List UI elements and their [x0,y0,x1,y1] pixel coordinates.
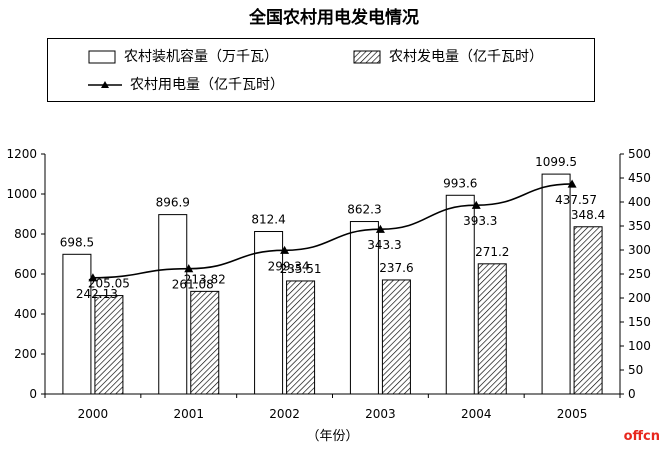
data-label-generation: 348.4 [571,208,605,222]
legend-label-consumption: 农村用电量（亿千瓦时） [130,77,284,93]
chart-title: 全国农村用电发电情况 [249,8,419,28]
data-label-consumption: 437.57 [555,193,597,207]
data-label-capacity: 993.6 [443,176,477,190]
y-right-tick-label: 100 [628,339,651,353]
bar-capacity [349,221,379,395]
legend-swatch-generation [353,50,381,64]
y-right-tick-label: 200 [628,291,651,305]
y-right-tick-label: 400 [628,195,651,209]
y-left-tick-label: 0 [29,387,37,401]
point-consumption [567,179,577,188]
data-label-generation: 237.6 [379,261,413,275]
bar-generation [381,279,411,395]
chart-legend: 农村装机容量（万千瓦） 农村发电量（亿千瓦时） 农村用电量（亿千瓦时） [47,38,595,102]
y-left-tick-label: 200 [14,347,37,361]
bar-capacity [158,214,188,395]
y-left-tick-label: 400 [14,307,37,321]
y-right-tick-label: 250 [628,267,651,281]
bar-generation [286,280,316,395]
y-left-tick-label: 800 [14,227,37,241]
legend-item-capacity: 农村装机容量（万千瓦） [88,47,338,67]
point-consumption [471,200,481,209]
x-tick-label: 2001 [173,407,204,421]
bar-capacity [541,173,571,395]
y-right-tick-label: 350 [628,219,651,233]
data-label-consumption: 299.34 [268,259,310,273]
data-label-capacity: 698.5 [60,235,94,249]
legend-swatch-consumption [88,81,122,88]
legend-label-generation: 农村发电量（亿千瓦时） [389,49,543,65]
bar-generation [477,263,507,395]
y-left-tick-label: 1200 [6,147,37,161]
data-label-generation: 205.05 [88,277,130,291]
data-label-consumption: 261.08 [172,278,214,292]
bar-capacity [445,194,475,395]
line-consumption [92,183,573,279]
x-tick-label: 2000 [78,407,109,421]
data-label-generation: 235.51 [280,262,322,276]
x-tick-label: 2003 [365,407,396,421]
bar-capacity [62,253,92,395]
y-right-tick-label: 0 [628,387,636,401]
point-consumption [280,245,290,254]
data-label-generation: 213.82 [184,272,226,286]
bar-generation [94,295,124,395]
legend-item-generation: 农村发电量（亿千瓦时） [353,47,593,67]
legend-swatch-capacity [88,50,116,64]
data-label-capacity: 862.3 [347,203,381,217]
x-axis-label: （年份） [306,429,358,444]
y-right-tick-label: 50 [628,363,643,377]
data-label-capacity: 896.9 [156,196,190,210]
y-left-tick-label: 1000 [6,187,37,201]
point-consumption [375,224,385,233]
data-label-capacity: 812.4 [251,213,285,227]
data-label-consumption: 343.3 [367,238,401,252]
point-consumption [184,264,194,273]
point-consumption [88,273,98,282]
legend-item-consumption: 农村用电量（亿千瓦时） [88,75,348,95]
legend-label-capacity: 农村装机容量（万千瓦） [124,49,278,65]
x-tick-label: 2004 [461,407,492,421]
x-tick-label: 2005 [557,407,588,421]
y-right-tick-label: 300 [628,243,651,257]
bar-generation [190,290,220,395]
data-label-capacity: 1099.5 [535,155,577,169]
data-label-consumption: 393.3 [463,214,497,228]
y-right-tick-label: 150 [628,315,651,329]
x-tick-label: 2002 [269,407,300,421]
y-right-tick-label: 450 [628,171,651,185]
data-label-generation: 271.2 [475,245,509,259]
y-left-tick-label: 600 [14,267,37,281]
bar-capacity [254,231,284,395]
y-right-tick-label: 500 [628,147,651,161]
data-label-consumption: 242.13 [76,287,118,301]
watermark-logo: offcn [623,429,660,444]
bar-generation [573,226,603,395]
